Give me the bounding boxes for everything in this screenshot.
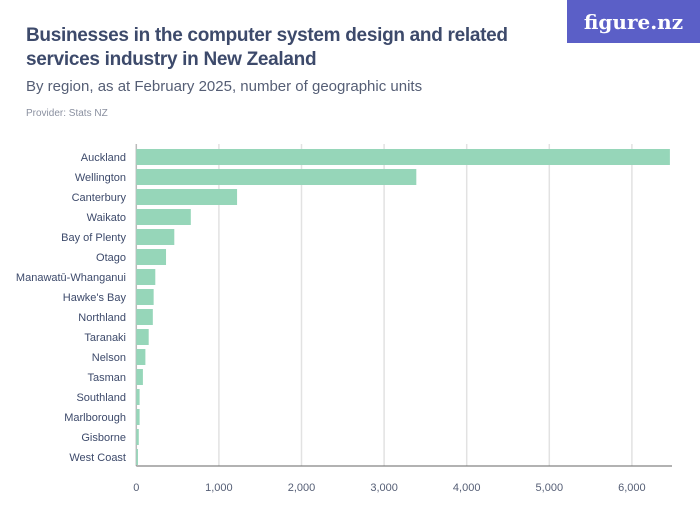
category-label: Manawatū-Whanganui (16, 272, 126, 284)
category-label: Otago (96, 252, 126, 264)
category-label: Auckland (81, 152, 126, 164)
chart-title: Businesses in the computer system design… (26, 25, 508, 70)
category-label: Canterbury (72, 192, 127, 204)
bar-northland (136, 309, 153, 325)
category-label: Nelson (92, 352, 126, 364)
category-label: Gisborne (81, 432, 126, 444)
bar-west-coast (136, 449, 138, 465)
x-tick-label: 5,000 (536, 482, 564, 494)
x-tick-label: 0 (133, 482, 139, 494)
bar-canterbury (136, 189, 238, 205)
category-label: Marlborough (64, 412, 126, 424)
category-label: Taranaki (84, 332, 126, 344)
category-label: Southland (76, 392, 126, 404)
category-label: Northland (78, 312, 126, 324)
bar-nelson (136, 349, 146, 365)
bar-tasman (136, 369, 143, 385)
x-tick-label: 1,000 (205, 482, 233, 494)
category-label: Tasman (87, 372, 126, 384)
x-tick-label: 4,000 (453, 482, 481, 494)
category-label: Hawke's Bay (63, 292, 127, 304)
category-label: Bay of Plenty (61, 232, 126, 244)
bar-auckland (136, 149, 670, 165)
bar-waikato (136, 209, 191, 225)
bar-wellington (136, 169, 417, 185)
chart-subtitle: By region, as at February 2025, number o… (26, 78, 423, 95)
logo-text: figure.nz (583, 9, 684, 34)
provider-label: Provider: Stats NZ (26, 108, 108, 119)
bar-manawat-whanganui (136, 269, 156, 285)
category-label: Wellington (75, 172, 126, 184)
bar-hawke-s-bay (136, 289, 154, 305)
x-tick-label: 2,000 (288, 482, 316, 494)
bar-otago (136, 249, 167, 265)
bar-gisborne (136, 429, 139, 445)
category-label: Waikato (87, 212, 126, 224)
bar-southland (136, 389, 140, 405)
figure-nz-logo[interactable]: figure.nz (567, 0, 700, 43)
bar-bay-of-plenty (136, 229, 175, 245)
x-tick-label: 6,000 (618, 482, 646, 494)
bar-taranaki (136, 329, 149, 345)
x-tick-label: 3,000 (370, 482, 398, 494)
category-label: West Coast (69, 452, 126, 464)
bar-marlborough (136, 409, 140, 425)
